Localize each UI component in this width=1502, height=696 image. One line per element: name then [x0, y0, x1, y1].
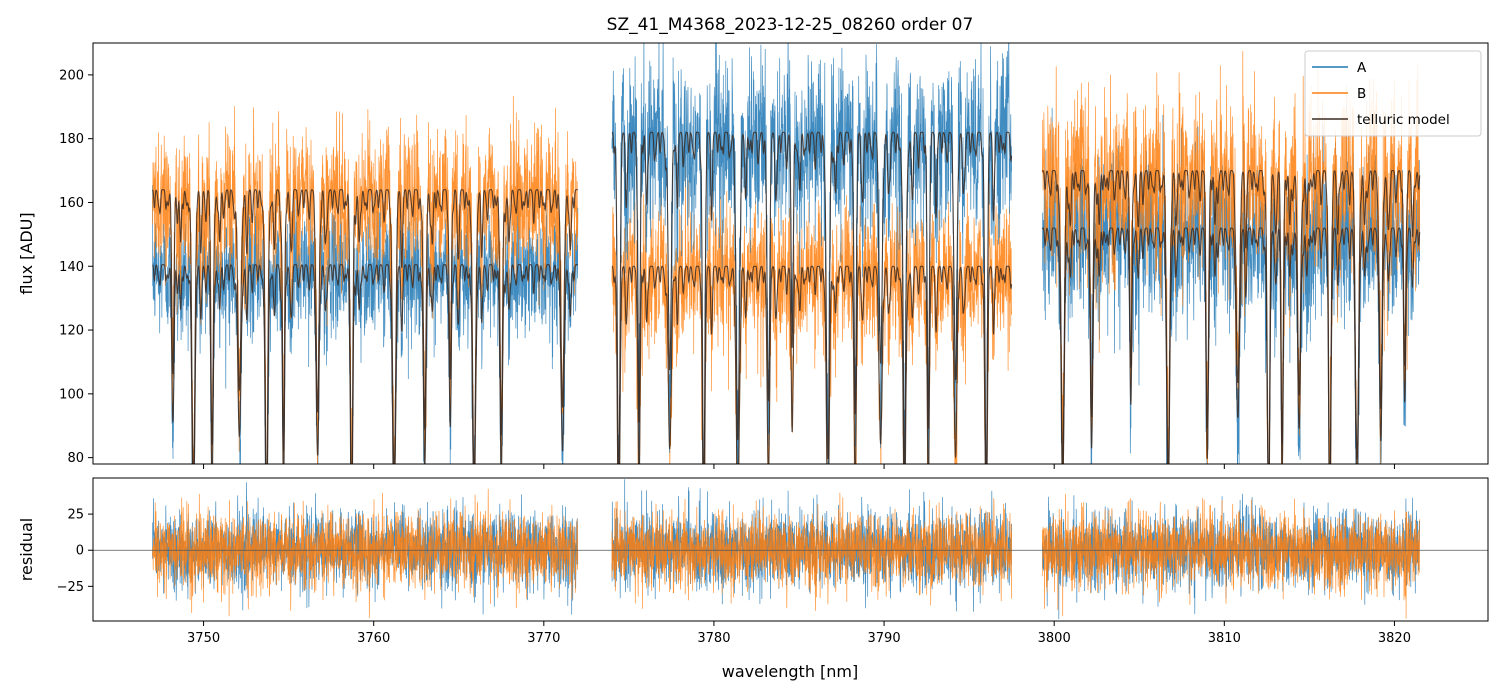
flux-y-tick-label: 80 [67, 451, 84, 466]
flux-y-tick-label: 120 [59, 324, 84, 339]
residual-y-ticks: −25 0 25 [57, 508, 93, 595]
x-tick-label: 3800 [1038, 631, 1071, 646]
residual-plot-area [93, 479, 1488, 620]
flux-y-tick-label: 160 [59, 196, 84, 211]
telluric-model-b-segment-2 [611, 265, 1013, 464]
series-a-flux-segment-3 [1041, 103, 1421, 464]
residual-y-tick-label: 25 [67, 508, 84, 523]
series-a-flux-segment-2 [611, 43, 1012, 464]
flux-y-ticks: 80 100 120 140 160 180 200 [59, 68, 93, 466]
residual-y-tick-label: −25 [57, 580, 84, 595]
flux-plot-area [152, 43, 1421, 464]
flux-axes-frame [92, 42, 1489, 465]
series-b-residual-segment-2 [611, 492, 1012, 611]
series-a-flux-segment-1 [152, 172, 579, 464]
legend-box [1304, 50, 1482, 137]
residual-y-tick-label: 0 [76, 544, 84, 559]
legend-label-model: telluric model [1357, 112, 1450, 128]
telluric-model-a-segment-2 [611, 131, 1013, 464]
series-b-residual-segment-3 [1041, 493, 1421, 619]
legend-label-b: B [1357, 86, 1366, 102]
telluric-model-a-segment-1 [152, 264, 579, 464]
x-tick-label: 3760 [357, 631, 390, 646]
x-tick-label: 3770 [527, 631, 560, 646]
x-tick-label: 3750 [187, 631, 220, 646]
flux-y-tick-label: 140 [59, 260, 84, 275]
residual-x-ticks: 3750 3760 3770 3780 3790 3800 3810 3820 [187, 621, 1411, 646]
telluric-model-a-segment-3 [1041, 227, 1421, 464]
telluric-model-b-segment-1 [152, 189, 579, 464]
residual-axes-frame [92, 477, 1489, 622]
chart-title: SZ_41_M4368_2023-12-25_08260 order 07 [607, 15, 974, 35]
flux-y-tick-label: 100 [59, 387, 84, 402]
x-tick-label: 3780 [697, 631, 730, 646]
x-axis-label: wavelength [nm] [722, 662, 859, 681]
flux-y-tick-label: 200 [59, 68, 84, 83]
legend: A B telluric model [1304, 50, 1482, 137]
flux-panel: 80 100 120 140 160 180 200 flux [ADU] A B tell… [17, 42, 1489, 469]
residual-y-axis-label: residual [17, 518, 36, 581]
x-tick-label: 3820 [1378, 631, 1411, 646]
telluric-model-b-segment-3 [1041, 169, 1421, 464]
x-tick-label: 3790 [868, 631, 901, 646]
flux-y-axis-label: flux [ADU] [17, 212, 36, 294]
x-tick-label: 3810 [1208, 631, 1241, 646]
flux-y-tick-label: 180 [59, 132, 84, 147]
flux-x-ticks [203, 464, 1395, 469]
legend-label-a: A [1357, 60, 1367, 76]
series-b-residual-segment-1 [152, 488, 579, 619]
